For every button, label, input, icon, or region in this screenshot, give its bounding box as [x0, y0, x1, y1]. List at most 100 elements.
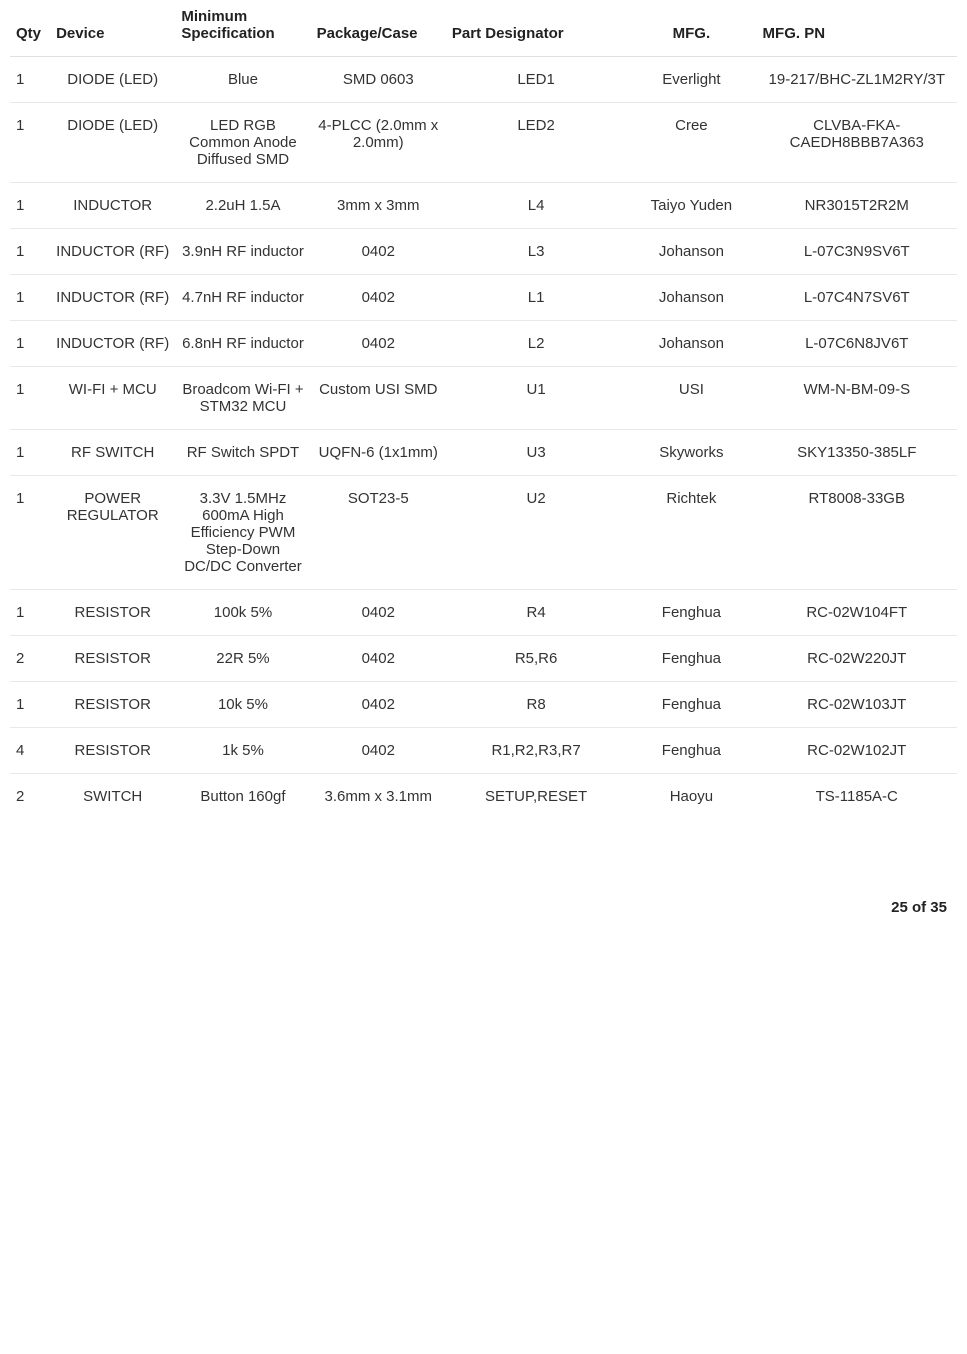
- cell-part: LED2: [446, 103, 626, 183]
- table-row: 1INDUCTOR (RF)3.9nH RF inductor0402L3Joh…: [10, 229, 957, 275]
- cell-pkg: 0402: [311, 636, 446, 682]
- cell-part: U3: [446, 430, 626, 476]
- cell-spec: 22R 5%: [175, 636, 310, 682]
- cell-pn: NR3015T2R2M: [757, 183, 957, 229]
- header-part: Part Designator: [446, 0, 626, 57]
- cell-pkg: 0402: [311, 682, 446, 728]
- cell-part: U1: [446, 367, 626, 430]
- cell-part: R8: [446, 682, 626, 728]
- cell-part: R5,R6: [446, 636, 626, 682]
- cell-device: DIODE (LED): [50, 103, 175, 183]
- cell-qty: 1: [10, 590, 50, 636]
- cell-pn: RC-02W102JT: [757, 728, 957, 774]
- cell-spec: 100k 5%: [175, 590, 310, 636]
- table-row: 1RESISTOR100k 5%0402R4FenghuaRC-02W104FT: [10, 590, 957, 636]
- cell-device: INDUCTOR: [50, 183, 175, 229]
- cell-pn: TS-1185A-C: [757, 774, 957, 820]
- table-row: 2SWITCHButton 160gf3.6mm x 3.1mmSETUP,RE…: [10, 774, 957, 820]
- cell-mfg: Fenghua: [626, 636, 756, 682]
- bom-table-head: Qty Device Minimum Specification Package…: [10, 0, 957, 57]
- cell-pkg: 0402: [311, 229, 446, 275]
- header-device: Device: [50, 0, 175, 57]
- cell-pkg: UQFN-6 (1x1mm): [311, 430, 446, 476]
- cell-mfg: Cree: [626, 103, 756, 183]
- header-pkg: Package/Case: [311, 0, 446, 57]
- cell-pn: RC-02W220JT: [757, 636, 957, 682]
- cell-pn: RC-02W103JT: [757, 682, 957, 728]
- table-row: 1INDUCTOR (RF)6.8nH RF inductor0402L2Joh…: [10, 321, 957, 367]
- cell-spec: 3.9nH RF inductor: [175, 229, 310, 275]
- table-row: 1DIODE (LED)LED RGB Common Anode Diffuse…: [10, 103, 957, 183]
- cell-spec: 4.7nH RF inductor: [175, 275, 310, 321]
- cell-pkg: SOT23-5: [311, 476, 446, 590]
- cell-pkg: SMD 0603: [311, 57, 446, 103]
- header-qty: Qty: [10, 0, 50, 57]
- bom-page: Qty Device Minimum Specification Package…: [0, 0, 967, 936]
- cell-part: L1: [446, 275, 626, 321]
- header-spec: Minimum Specification: [175, 0, 310, 57]
- cell-qty: 4: [10, 728, 50, 774]
- cell-pn: WM-N-BM-09-S: [757, 367, 957, 430]
- bom-table: Qty Device Minimum Specification Package…: [10, 0, 957, 819]
- cell-qty: 1: [10, 476, 50, 590]
- cell-mfg: Fenghua: [626, 590, 756, 636]
- cell-pn: SKY13350-385LF: [757, 430, 957, 476]
- cell-mfg: Haoyu: [626, 774, 756, 820]
- cell-device: INDUCTOR (RF): [50, 321, 175, 367]
- cell-spec: 1k 5%: [175, 728, 310, 774]
- cell-mfg: Johanson: [626, 275, 756, 321]
- cell-device: INDUCTOR (RF): [50, 275, 175, 321]
- cell-qty: 1: [10, 321, 50, 367]
- cell-device: WI-FI + MCU: [50, 367, 175, 430]
- cell-mfg: Johanson: [626, 321, 756, 367]
- cell-pkg: 0402: [311, 590, 446, 636]
- cell-device: RF SWITCH: [50, 430, 175, 476]
- table-row: 4RESISTOR1k 5%0402R1,R2,R3,R7FenghuaRC-0…: [10, 728, 957, 774]
- cell-pkg: Custom USI SMD: [311, 367, 446, 430]
- cell-pkg: 0402: [311, 728, 446, 774]
- cell-device: RESISTOR: [50, 728, 175, 774]
- cell-mfg: Fenghua: [626, 682, 756, 728]
- cell-spec: Broadcom Wi-FI + STM32 MCU: [175, 367, 310, 430]
- cell-spec: 10k 5%: [175, 682, 310, 728]
- table-row: 1INDUCTOR2.2uH 1.5A3mm x 3mmL4Taiyo Yude…: [10, 183, 957, 229]
- cell-qty: 2: [10, 774, 50, 820]
- cell-pn: RC-02W104FT: [757, 590, 957, 636]
- cell-device: RESISTOR: [50, 636, 175, 682]
- cell-pkg: 0402: [311, 275, 446, 321]
- cell-pn: L-07C4N7SV6T: [757, 275, 957, 321]
- table-row: 2RESISTOR22R 5%0402R5,R6FenghuaRC-02W220…: [10, 636, 957, 682]
- cell-part: U2: [446, 476, 626, 590]
- cell-pn: CLVBA-FKA-CAEDH8BBB7A363: [757, 103, 957, 183]
- cell-device: RESISTOR: [50, 590, 175, 636]
- cell-mfg: Skyworks: [626, 430, 756, 476]
- cell-mfg: Johanson: [626, 229, 756, 275]
- cell-part: L2: [446, 321, 626, 367]
- table-row: 1WI-FI + MCUBroadcom Wi-FI + STM32 MCUCu…: [10, 367, 957, 430]
- cell-qty: 1: [10, 229, 50, 275]
- header-mfg: MFG.: [626, 0, 756, 57]
- cell-qty: 2: [10, 636, 50, 682]
- cell-mfg: Taiyo Yuden: [626, 183, 756, 229]
- page-footer: 25 of 35: [10, 819, 957, 936]
- table-row: 1DIODE (LED)BlueSMD 0603LED1Everlight19-…: [10, 57, 957, 103]
- cell-spec: Button 160gf: [175, 774, 310, 820]
- cell-device: POWER REGULATOR: [50, 476, 175, 590]
- cell-pkg: 0402: [311, 321, 446, 367]
- cell-part: SETUP,RESET: [446, 774, 626, 820]
- cell-qty: 1: [10, 57, 50, 103]
- table-row: 1POWER REGULATOR3.3V 1.5MHz 600mA High E…: [10, 476, 957, 590]
- cell-part: LED1: [446, 57, 626, 103]
- cell-qty: 1: [10, 367, 50, 430]
- cell-qty: 1: [10, 682, 50, 728]
- cell-pkg: 4-PLCC (2.0mm x 2.0mm): [311, 103, 446, 183]
- cell-mfg: Fenghua: [626, 728, 756, 774]
- bom-table-body: 1DIODE (LED)BlueSMD 0603LED1Everlight19-…: [10, 57, 957, 820]
- table-row: 1RF SWITCHRF Switch SPDTUQFN-6 (1x1mm)U3…: [10, 430, 957, 476]
- cell-device: DIODE (LED): [50, 57, 175, 103]
- cell-pkg: 3.6mm x 3.1mm: [311, 774, 446, 820]
- page-indicator: 25 of 35: [891, 899, 947, 916]
- cell-qty: 1: [10, 275, 50, 321]
- cell-pn: 19-217/BHC-ZL1M2RY/3T: [757, 57, 957, 103]
- cell-device: SWITCH: [50, 774, 175, 820]
